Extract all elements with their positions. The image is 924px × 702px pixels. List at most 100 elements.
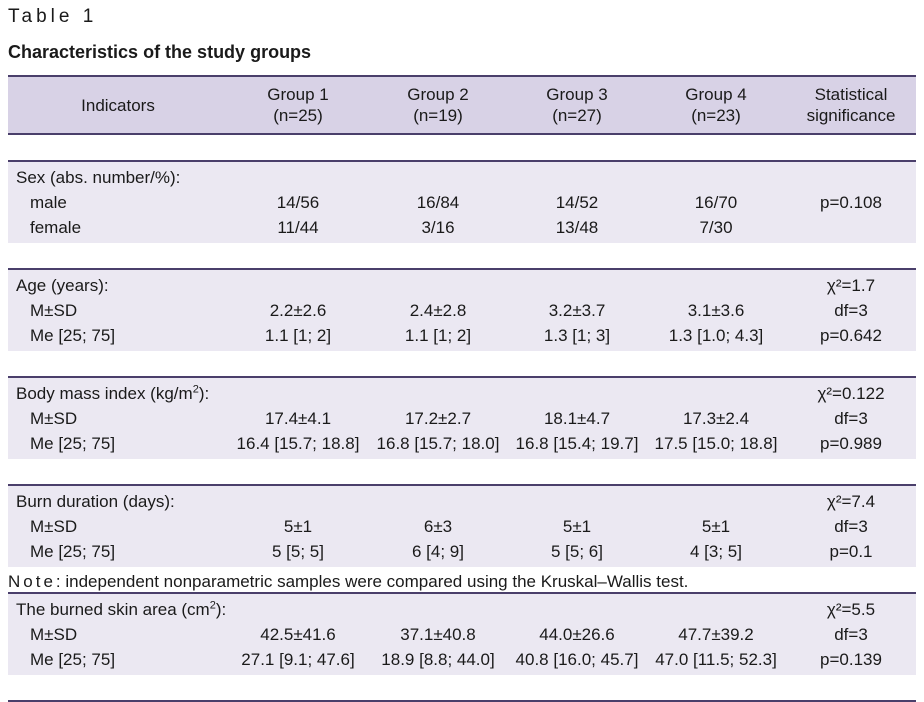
section-separator	[8, 243, 916, 270]
value-cell-group-4: 5±1	[701, 517, 731, 536]
section-stat	[786, 161, 916, 190]
value-cell-group-4: 3.1±3.6	[687, 301, 745, 320]
section-separator	[8, 351, 916, 378]
table-bottom-rule	[8, 675, 916, 702]
row-label: Me [25; 75]	[30, 434, 116, 453]
section-label: The burned skin area (cm2):	[8, 593, 228, 622]
value-cell-group-1: 14/56	[276, 193, 320, 212]
value-cell-group-4: 17.3±2.4	[682, 409, 750, 428]
empty-cell	[646, 485, 786, 514]
empty-cell	[368, 161, 508, 190]
value-cell-group-4: 4 [3; 5]	[690, 542, 742, 561]
table-row: Me [25; 75] 16.4 [15.7; 18.8] 16.8 [15.7; …	[8, 431, 916, 459]
table-row: Me [25; 75] 5 [5; 5] 6 [4; 9] 5 [5; 6] 4 [3;…	[8, 539, 916, 567]
header-indicators: Indicators	[8, 75, 228, 135]
value-cell-group-1: 5 [5; 5]	[272, 542, 324, 561]
value-cell-group-4: 16/70	[694, 193, 738, 212]
empty-cell	[368, 269, 508, 298]
value-cell-group-2: 6 [4; 9]	[412, 542, 464, 561]
stat-cell: p=0.642	[820, 326, 882, 345]
value-cell-group-2: 18.9 [8.8; 44.0]	[381, 650, 495, 669]
section-separator	[8, 567, 916, 594]
header-line2: (n=25)	[273, 106, 323, 125]
row-label: Me [25; 75]	[30, 326, 116, 345]
empty-cell	[228, 161, 368, 190]
row-label: male	[30, 193, 67, 212]
row-label: Me [25; 75]	[30, 650, 116, 669]
empty-cell	[646, 161, 786, 190]
table-row: Me [25; 75] 27.1 [9.1; 47.6] 18.9 [8.8; 44…	[8, 647, 916, 675]
header-statistical-significance: Statistical significance	[786, 75, 916, 135]
table-row: female 11/44 3/16 13/48 7/30	[8, 215, 916, 243]
stat-cell: df=3	[834, 517, 868, 536]
section-stat: χ²=7.4	[826, 492, 876, 511]
value-cell-group-3: 18.1±4.7	[543, 409, 611, 428]
header-group-3: Group 3 (n=27)	[508, 75, 646, 135]
stat-cell: df=3	[834, 625, 868, 644]
header-line1: Group 4	[685, 85, 747, 104]
section-header-row: Age (years): χ²=1.7	[8, 269, 916, 298]
value-cell-group-3: 1.3 [1; 3]	[543, 326, 611, 345]
table-row: male 14/56 16/84 14/52 16/70 p=0.108	[8, 190, 916, 215]
header-line2: (n=23)	[691, 106, 741, 125]
value-cell-group-4: 47.0 [11.5; 52.3]	[655, 650, 777, 669]
header-line1: Statistical	[814, 85, 888, 104]
row-label: M±SD	[30, 517, 78, 536]
separator-cell	[8, 567, 916, 594]
row-label: Me [25; 75]	[30, 542, 116, 561]
empty-cell	[646, 593, 786, 622]
separator-cell	[8, 675, 916, 702]
characteristics-table: Indicators Group 1 (n=25) Group 2 (n=19)…	[8, 75, 916, 702]
value-cell-group-4: 1.3 [1.0; 4.3]	[668, 326, 764, 345]
section-label-text: Age (years):	[16, 276, 109, 295]
section-stat: χ²=1.7	[826, 276, 876, 295]
value-cell-group-3: 44.0±26.6	[539, 625, 615, 644]
value-cell-group-4: 47.7±39.2	[678, 625, 754, 644]
stat-cell	[786, 215, 916, 243]
stat-cell: df=3	[834, 409, 868, 428]
value-cell-group-1: 17.4±4.1	[264, 409, 332, 428]
table-row: M±SD 42.5±41.6 37.1±40.8 44.0±26.6 47.7±39.2…	[8, 622, 916, 647]
row-label: M±SD	[30, 301, 78, 320]
value-cell-group-2: 17.2±2.7	[404, 409, 472, 428]
section-separator	[8, 134, 916, 162]
header-line1: Group 1	[267, 85, 329, 104]
header-group-2: Group 2 (n=19)	[368, 75, 508, 135]
header-line1: Indicators	[81, 95, 155, 115]
empty-cell	[646, 377, 786, 406]
value-cell-group-3: 5 [5; 6]	[551, 542, 603, 561]
separator-cell	[8, 351, 916, 378]
note-prefix: Note	[8, 572, 56, 591]
section-label: Sex (abs. number/%):	[8, 161, 228, 190]
section-header-row: Burn duration (days): χ²=7.4	[8, 485, 916, 514]
empty-cell	[368, 485, 508, 514]
section-label-text: Burn duration (days):	[16, 492, 175, 511]
empty-cell	[508, 485, 646, 514]
empty-cell	[508, 269, 646, 298]
section-label: Age (years):	[8, 269, 228, 298]
section-stat: χ²=5.5	[826, 600, 876, 619]
empty-cell	[228, 269, 368, 298]
stat-cell: p=0.1	[829, 542, 873, 561]
separator-cell	[8, 459, 916, 486]
section-header-row: The burned skin area (cm2): χ²=5.5	[8, 593, 916, 622]
separator-cell	[8, 134, 916, 162]
table-body: Sex (abs. number/%): male 14/56 16/84 14/52 1…	[8, 134, 916, 702]
value-cell-group-1: 11/44	[277, 218, 319, 237]
value-cell-group-2: 3/16	[421, 218, 455, 237]
section-label-sup: 2	[192, 383, 199, 396]
empty-cell	[646, 269, 786, 298]
value-cell-group-2: 1.1 [1; 2]	[404, 326, 472, 345]
value-cell-group-3: 5±1	[562, 517, 592, 536]
table-title: Characteristics of the study groups	[8, 42, 312, 62]
value-cell-group-1: 42.5±41.6	[260, 625, 336, 644]
header-line2: (n=27)	[552, 106, 602, 125]
stat-cell: p=0.989	[820, 434, 882, 453]
header-line2: significance	[806, 106, 896, 125]
value-cell-group-1: 16.4 [15.7; 18.8]	[236, 434, 360, 453]
header-line2: (n=19)	[413, 106, 463, 125]
section-label: Body mass index (kg/m2):	[8, 377, 228, 406]
table-header-row: Indicators Group 1 (n=25) Group 2 (n=19)…	[8, 75, 916, 135]
empty-cell	[508, 161, 646, 190]
section-label-text: Sex (abs. number/%):	[16, 168, 181, 187]
